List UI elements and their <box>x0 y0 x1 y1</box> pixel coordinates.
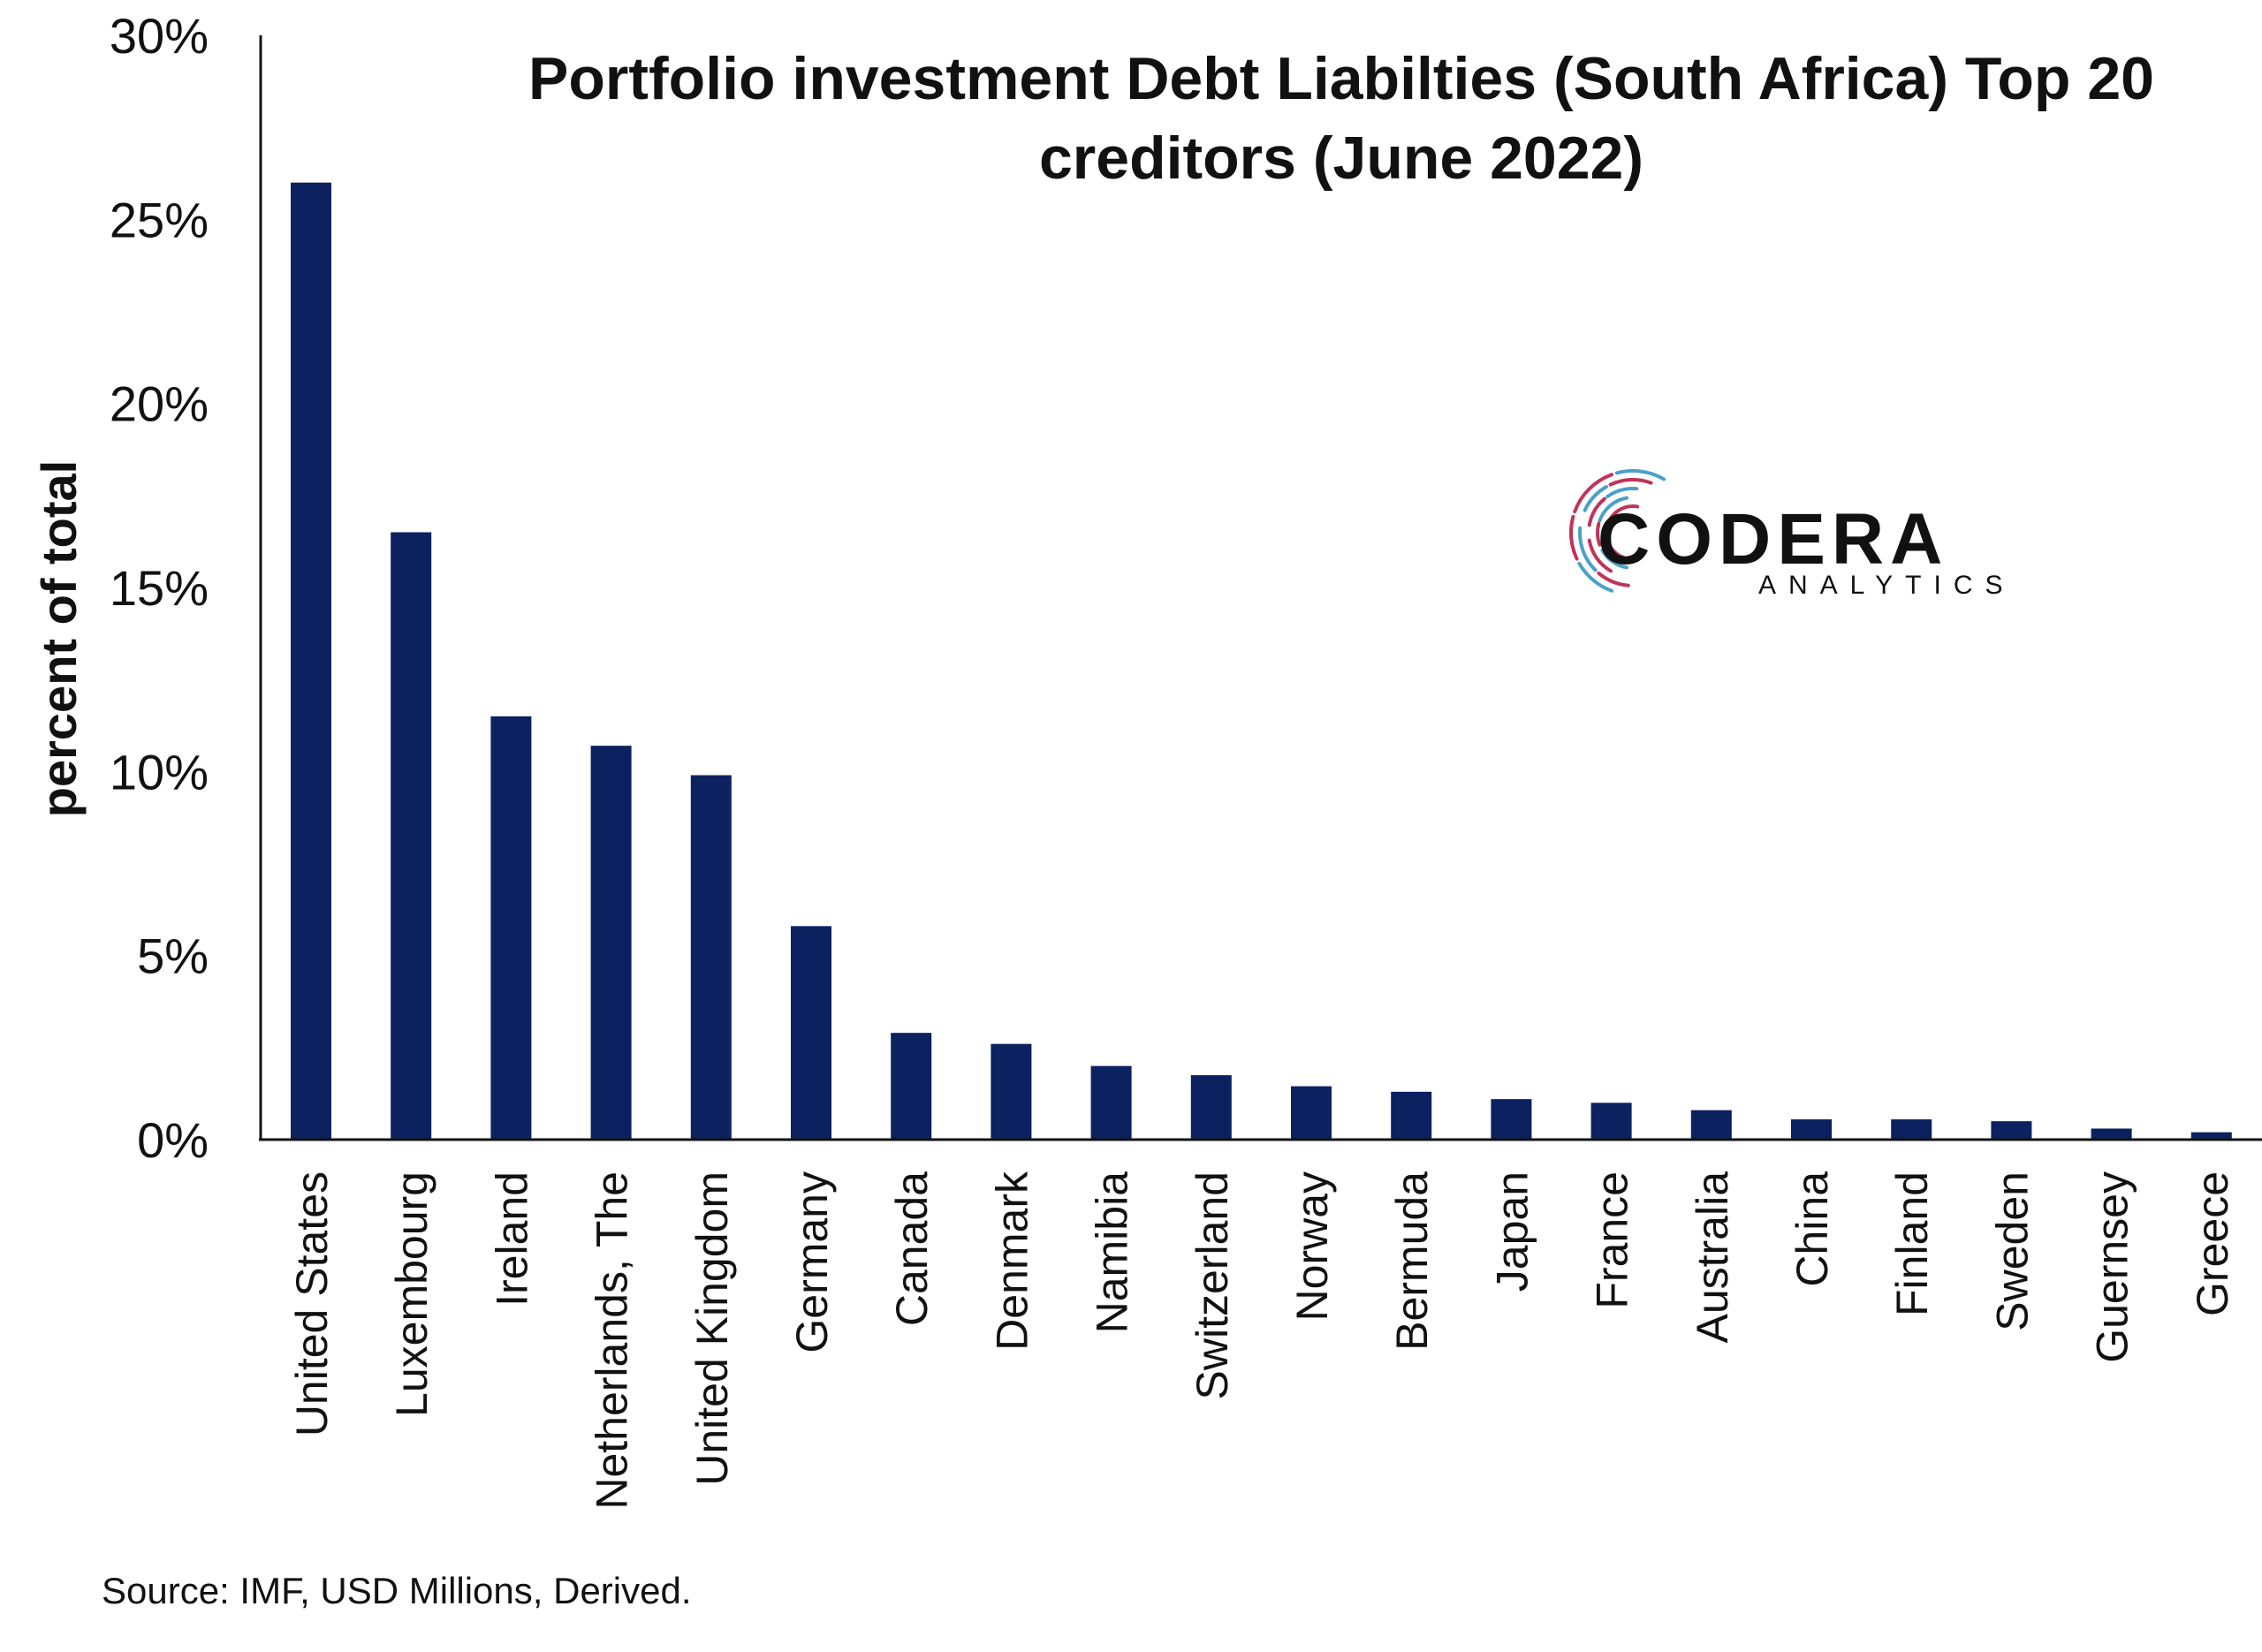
bar <box>1690 1110 1732 1140</box>
emblem-arc <box>1614 469 1666 481</box>
emblem-arc <box>1596 521 1602 547</box>
x-tick-label: United States <box>287 1171 337 1436</box>
y-axis-ticks: 0% 5% 10% 15% 20% 25% 30% <box>110 8 209 1168</box>
x-tick-label: France <box>1588 1171 1637 1309</box>
bar <box>1391 1091 1432 1140</box>
chart-title-line-2: creditors (June 2022) <box>1039 125 1643 192</box>
source-note: Source: IMF, USD Millions, Derived. <box>102 1570 692 1611</box>
emblem-arc <box>1587 496 1606 527</box>
x-tick-label: Ireland <box>487 1171 536 1307</box>
x-tick-label: Germany <box>787 1171 837 1353</box>
y-tick-label: 15% <box>110 560 209 616</box>
x-axis-labels: United States Luxembourg Ireland Netherland… <box>287 1171 2237 1510</box>
bar <box>2091 1128 2132 1140</box>
codera-emblem-icon <box>1569 469 1666 593</box>
x-tick-label: China <box>1788 1171 1837 1287</box>
x-tick-label: Namibia <box>1088 1171 1137 1334</box>
bar <box>991 1043 1032 1140</box>
emblem-arc <box>1608 504 1640 521</box>
bar <box>590 746 632 1140</box>
x-tick-label: Japan <box>1487 1171 1537 1292</box>
emblem-arc <box>1608 478 1653 487</box>
logo-name: CODERA <box>1598 499 1948 580</box>
emblem-arc <box>1600 549 1629 570</box>
emblem-arc <box>1573 473 1614 514</box>
bar <box>1291 1086 1332 1140</box>
x-tick-label: Luxembourg <box>387 1171 436 1417</box>
bar <box>1791 1119 1832 1140</box>
emblem-arc <box>1597 571 1630 587</box>
y-tick-label: 0% <box>137 1112 209 1168</box>
bar <box>391 532 432 1140</box>
bars <box>291 182 2232 1140</box>
x-tick-label: Finland <box>1887 1171 1937 1316</box>
bar <box>791 926 831 1140</box>
x-tick-label: Switzerland <box>1188 1171 1237 1399</box>
codera-logo: CODERA ANALYTICS <box>1569 469 2015 600</box>
x-tick-label: Guernsey <box>2088 1171 2137 1363</box>
x-tick-label: Denmark <box>987 1171 1036 1351</box>
y-tick-label: 20% <box>110 376 209 432</box>
bar <box>891 1033 932 1140</box>
x-tick-label: Norway <box>1287 1171 1337 1321</box>
emblem-arc <box>1577 562 1614 593</box>
x-tick-label: United Kingdom <box>687 1171 737 1486</box>
x-tick-label: Sweden <box>1987 1171 2037 1331</box>
bar <box>1491 1099 1532 1140</box>
emblem-arc <box>1598 496 1629 523</box>
x-tick-label: Bermuda <box>1387 1171 1437 1351</box>
bar <box>490 716 532 1140</box>
chart-title-line-1: Portfolio investment Debt Liabilties (So… <box>528 45 2154 112</box>
y-tick-label: 10% <box>110 744 209 799</box>
emblem-arc <box>1587 538 1613 573</box>
emblem-arc <box>1605 487 1639 499</box>
bar <box>1190 1075 1232 1140</box>
bar <box>1590 1103 1632 1140</box>
x-tick-label: Australia <box>1688 1171 1737 1344</box>
x-tick-label: Canada <box>887 1171 937 1326</box>
y-tick-label: 30% <box>110 8 209 64</box>
y-tick-label: 25% <box>110 192 209 247</box>
logo-subtitle: ANALYTICS <box>1758 571 2015 600</box>
bar <box>1891 1119 1932 1140</box>
emblem-arc <box>1578 526 1598 572</box>
x-tick-label: Netherlands, The <box>588 1171 637 1510</box>
bar <box>291 182 331 1140</box>
y-axis-label: percent of total <box>31 460 87 817</box>
y-tick-label: 5% <box>137 928 209 984</box>
bar <box>690 775 732 1140</box>
bar <box>2190 1132 2232 1140</box>
bar <box>1090 1065 1132 1140</box>
emblem-arc <box>1569 514 1579 561</box>
emblem-arc <box>1605 535 1626 560</box>
bar <box>1991 1121 2032 1140</box>
emblem-arc <box>1583 485 1608 512</box>
x-tick-label: Greece <box>2188 1171 2237 1316</box>
